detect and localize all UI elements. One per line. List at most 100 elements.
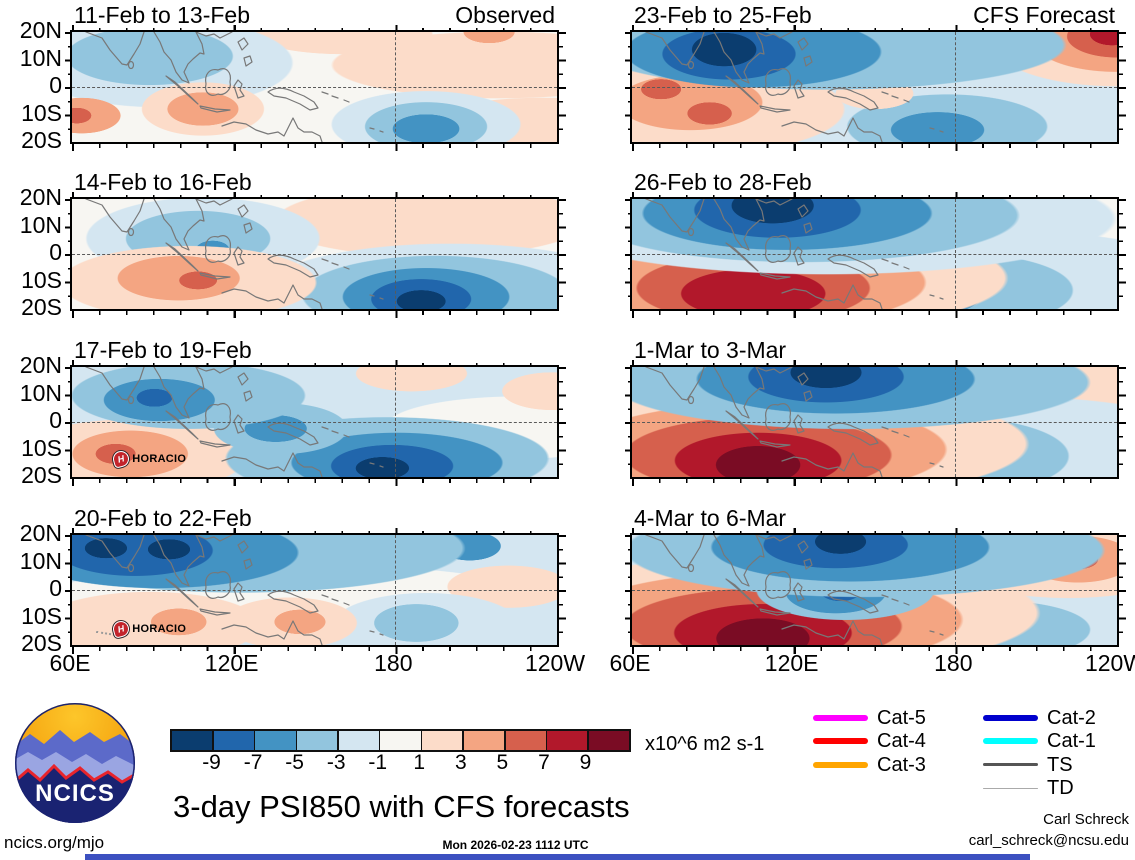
panel-title: 14-Feb to 16-Feb [74,169,252,195]
cfs-forecast-label: CFS Forecast [973,2,1115,28]
ticks-top [632,360,1117,367]
lat-label: 0 [49,407,62,433]
lon-label: 60E [609,650,651,676]
storm-name-label: HORACIO [132,452,187,465]
author-email: carl_schreck@ncsu.edu [968,832,1129,849]
ticks-left [65,535,72,645]
colorbar-tick-label: -5 [285,751,304,774]
equator-line [632,254,1117,255]
bottom-blue-bar [85,854,1030,860]
lon-axis: 60E 120E 180 120W [50,650,586,676]
lon-label: 120E [204,650,259,676]
lat-label: 20N [19,17,62,43]
ticks-bottom [632,311,1117,318]
ticks-top [72,528,557,535]
legend-label: TS [1047,753,1073,776]
colorbar-cell [380,731,421,750]
panel-title: 4-Mar to 6-Mar [634,505,787,531]
colorbar-cell [505,731,546,750]
colorbar-cell [255,731,296,750]
colorbar-cell [547,731,588,750]
ticks-top [632,25,1117,32]
lat-label: 20S [21,462,62,488]
ticks-left [65,199,72,309]
ticks-bottom [72,144,557,151]
map-panel-observed-1 [65,25,566,151]
ticks-left [625,199,632,309]
ticks-top [632,192,1117,199]
legend-item: TD [983,777,1135,801]
legend-line-swatch [983,787,1038,789]
panel-title: 20-Feb to 22-Feb [74,505,252,531]
lat-label: 10N [19,547,62,574]
legend-line-swatch [983,738,1038,745]
lat-axis: 20N 10N 0 10S 20S [0,17,62,153]
map-panel-forecast-3 [625,360,1126,486]
legend-item: Cat-1 [983,730,1135,754]
ticks-right [1119,367,1126,477]
ticks-bottom [72,311,557,318]
hurricane-icon: H [111,618,132,639]
generation-timestamp: Mon 2026-02-23 1112 UTC [442,838,589,852]
colorbar-tick-label: 1 [413,751,426,774]
ticks-left [625,367,632,477]
lat-label: 0 [49,72,62,98]
legend-item: Cat-5 [813,706,983,730]
legend-item: TS [983,753,1135,777]
ticks-left [65,32,72,142]
colorbar-cell [338,731,379,750]
colorbar-tick-label: -3 [326,751,346,774]
ticks-left [625,535,632,645]
legend-line-swatch [813,738,868,745]
lat-label: 20N [19,352,62,378]
equator-line [72,590,557,591]
equator-line [72,87,557,88]
map-panel-observed-3: H HORACIO [65,360,566,486]
legend-label: Cat-3 [877,753,926,776]
legend-line-swatch [813,761,868,768]
legend-item: Cat-3 [813,753,983,777]
ticks-bottom [632,144,1117,151]
colorbar-cell [297,731,338,750]
map-panel-forecast-2 [625,192,1126,318]
legend-item: Cat-2 [983,706,1135,730]
ticks-right [1119,199,1126,309]
figure-title: 3-day PSI850 with CFS forecasts [173,789,630,824]
panel-title: 23-Feb to 25-Feb [634,2,812,28]
ticks-top [72,25,557,32]
dateline-meridian [955,535,957,645]
colorbar-tick-label: -7 [243,751,263,774]
lat-label: 10S [21,266,62,293]
colorbar-tick-label: 5 [496,751,509,774]
equator-line [72,422,557,423]
legend-label: Cat-2 [1047,706,1096,729]
lat-label: 0 [49,575,62,601]
lon-label: 180 [374,650,413,676]
colorbar-tick-label: -9 [202,751,221,774]
ncics-logo: NCICS [15,703,135,823]
lat-label: 0 [49,239,62,265]
lon-label: 180 [934,650,973,676]
legend-line-swatch [983,714,1038,721]
lat-label: 20S [21,127,62,153]
lat-label: 10N [19,211,62,238]
ticks-bottom [72,647,557,654]
ticks-top [72,192,557,199]
lat-axis: 20N 10N 0 10S 20S [0,184,62,320]
lon-axis: 60E 120E 180 120W [610,650,1135,676]
colorbar-segments [172,731,630,750]
dateline-meridian [395,32,397,142]
ticks-right [559,199,566,309]
panel-title: 17-Feb to 19-Feb [74,337,252,363]
ticks-top [632,528,1117,535]
colorbar-cell [588,731,630,750]
lat-label: 20N [19,520,62,546]
ticks-right [559,32,566,142]
ticks-right [559,535,566,645]
lat-label: 10S [21,602,62,629]
legend-label: TD [1047,777,1074,800]
lat-label: 20N [19,184,62,210]
map-panel-forecast-4 [625,528,1126,654]
legend-label: Cat-5 [877,706,926,729]
lat-label: 20S [21,630,62,656]
